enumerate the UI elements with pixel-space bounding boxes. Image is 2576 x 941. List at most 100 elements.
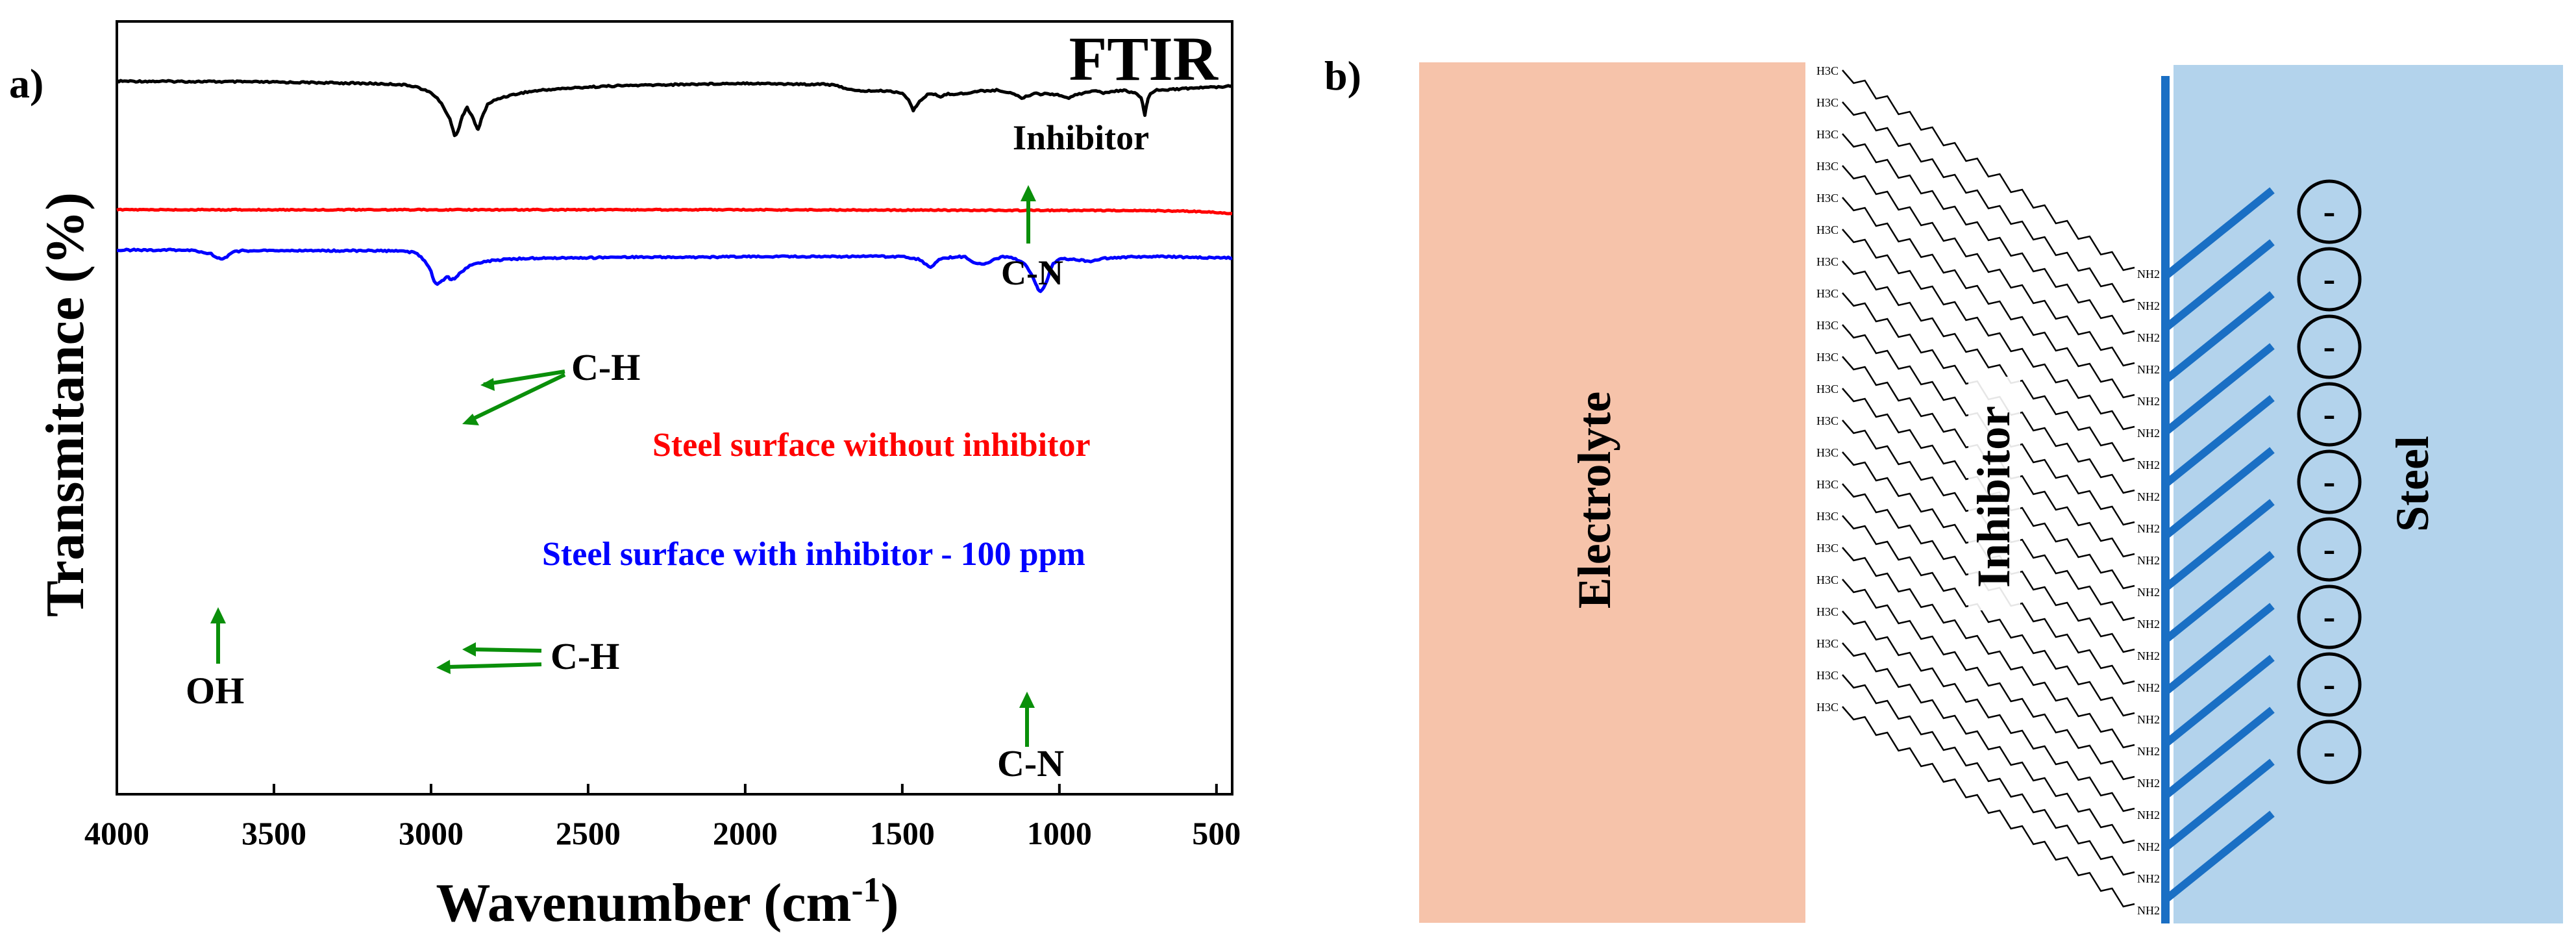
inhibitor-chain-15 xyxy=(1842,515,2135,717)
chain-head-1: H3C xyxy=(1816,64,1839,77)
annotation-arrows xyxy=(210,185,1036,747)
chain-head-6: H3C xyxy=(1816,223,1839,236)
charge-sign-3: - xyxy=(2323,327,2336,367)
charge-circle-7 xyxy=(2297,584,2362,649)
chain-tail-1: NH2 xyxy=(2137,268,2160,281)
x-tick-label-3000: 3000 xyxy=(399,815,464,851)
inhibitor-chain-2 xyxy=(1842,101,2135,303)
chain-head-16: H3C xyxy=(1816,542,1839,555)
x-tick-label-500: 500 xyxy=(1192,815,1241,851)
chain-tail-4: NH2 xyxy=(2137,363,2160,376)
charge-circle-4 xyxy=(2297,382,2362,447)
oh-arrowhead xyxy=(210,607,226,623)
cn-top-arrowhead xyxy=(1021,185,1036,201)
chain-head-18: H3C xyxy=(1816,605,1839,618)
charge-sign-5: - xyxy=(2323,462,2336,502)
x-axis-ticks: 4000 3500 3000 2500 2000 1500 1000 500 xyxy=(84,784,1241,851)
surface-hatch-4 xyxy=(2163,343,2275,435)
surface-hatch-6 xyxy=(2163,447,2275,539)
chain-tail-17: NH2 xyxy=(2137,777,2160,790)
chain-tail-5: NH2 xyxy=(2137,395,2160,408)
ch-bottom-arrowhead-b xyxy=(436,660,451,674)
chain-tail-3: NH2 xyxy=(2137,331,2160,344)
surface-hatch-9 xyxy=(2163,603,2275,695)
steel-label: Steel xyxy=(2386,436,2438,532)
x-axis-label-sup: -1 xyxy=(852,870,881,909)
x-axis-label-main: Wavenumber (cm xyxy=(436,873,851,933)
chain-head-4: H3C xyxy=(1816,160,1839,173)
inhibitor-chain-18 xyxy=(1842,610,2135,812)
surface-hatch-12 xyxy=(2163,759,2275,851)
x-tick-label-4000: 4000 xyxy=(84,815,149,851)
chain-head-7: H3C xyxy=(1816,255,1839,268)
steel-block xyxy=(2174,65,2563,923)
chain-head-10: H3C xyxy=(1816,351,1839,364)
chain-tail-13: NH2 xyxy=(2137,649,2160,662)
chain-head-13: H3C xyxy=(1816,446,1839,459)
series-line-steel-surface-with-inhibitor-100-ppm xyxy=(116,247,1233,294)
ftir-plot: 4000 3500 3000 2500 2000 1500 1000 500 FTIR Tra… xyxy=(35,20,1241,933)
chain-head-21: H3C xyxy=(1816,701,1839,714)
oh-label: OH xyxy=(186,670,244,712)
chain-tail-21: NH2 xyxy=(2137,904,2160,917)
charge-sign-9: - xyxy=(2323,732,2336,772)
chain-head-12: H3C xyxy=(1816,414,1839,427)
negative-charges: - - - - - - - - - xyxy=(2297,179,2362,784)
steel-surface-hatching xyxy=(2163,187,2275,903)
ch-bottom-label: C-H xyxy=(551,635,619,677)
surface-hatch-10 xyxy=(2163,655,2275,747)
series-line-inhibitor xyxy=(116,79,1233,138)
ch-top-label: C-H xyxy=(571,346,640,388)
chain-tail-8: NH2 xyxy=(2137,490,2160,503)
ch-top-arrow-a xyxy=(483,370,565,386)
steel-surface-wall xyxy=(2161,76,2170,923)
chain-tail-15: NH2 xyxy=(2137,713,2160,726)
charge-circle-5 xyxy=(2297,449,2362,514)
inhibitor-chain-1 xyxy=(1842,69,2135,271)
chain-tail-11: NH2 xyxy=(2137,586,2160,599)
chain-head-14: H3C xyxy=(1816,478,1839,491)
cn-bottom-arrowhead xyxy=(1019,692,1035,708)
ch-top-arrowhead-a xyxy=(480,378,495,391)
chain-head-19: H3C xyxy=(1816,637,1839,650)
inhibitor-chain-20 xyxy=(1842,674,2135,876)
surface-hatch-7 xyxy=(2163,499,2275,591)
electrolyte-block xyxy=(1419,62,1805,923)
chart-title: FTIR xyxy=(1069,24,1219,94)
surface-hatch-11 xyxy=(2163,707,2275,799)
charge-sign-4: - xyxy=(2323,394,2336,434)
ch-bottom-arrowhead-a xyxy=(462,642,476,657)
chain-head-9: H3C xyxy=(1816,319,1839,332)
charge-circle-9 xyxy=(2297,720,2362,784)
chain-tail-14: NH2 xyxy=(2137,681,2160,694)
surface-hatch-13 xyxy=(2163,810,2275,903)
plot-frame xyxy=(116,20,1233,796)
series-line-steel-surface-without-inhibitor xyxy=(116,207,1233,216)
chain-head-20: H3C xyxy=(1816,669,1839,682)
with-inhibitor-label: Steel surface with inhibitor - 100 ppm xyxy=(542,536,1085,573)
ch-top-arrow-b xyxy=(467,373,566,423)
charge-circle-2 xyxy=(2297,247,2362,312)
inhibitor-diagram-label: Inhibitor xyxy=(1968,406,2020,588)
chain-tail-9: NH2 xyxy=(2137,522,2160,535)
x-tick-label-1500: 1500 xyxy=(870,815,935,851)
charge-circle-1 xyxy=(2297,179,2362,244)
series-layer xyxy=(116,79,1233,294)
inhibitor-chain-16 xyxy=(1842,547,2135,749)
cn-top-label: C-N xyxy=(1001,253,1063,292)
chain-tail-12: NH2 xyxy=(2137,618,2160,631)
charge-sign-8: - xyxy=(2323,664,2336,705)
chain-head-5: H3C xyxy=(1816,192,1839,205)
surface-hatch-3 xyxy=(2163,291,2275,383)
chain-tail-19: NH2 xyxy=(2137,840,2160,853)
chain-tail-10: NH2 xyxy=(2137,554,2160,567)
y-axis-label: Transmitance (%) xyxy=(35,192,95,617)
inhibitor-chain-6 xyxy=(1842,229,2135,431)
panel-b-label: b) xyxy=(1324,53,1361,99)
charge-circle-6 xyxy=(2297,517,2362,582)
ch-bottom-arrow-b xyxy=(447,662,542,669)
chain-head-17: H3C xyxy=(1816,573,1839,586)
chain-tail-6: NH2 xyxy=(2137,427,2160,440)
charge-sign-7: - xyxy=(2323,597,2336,637)
